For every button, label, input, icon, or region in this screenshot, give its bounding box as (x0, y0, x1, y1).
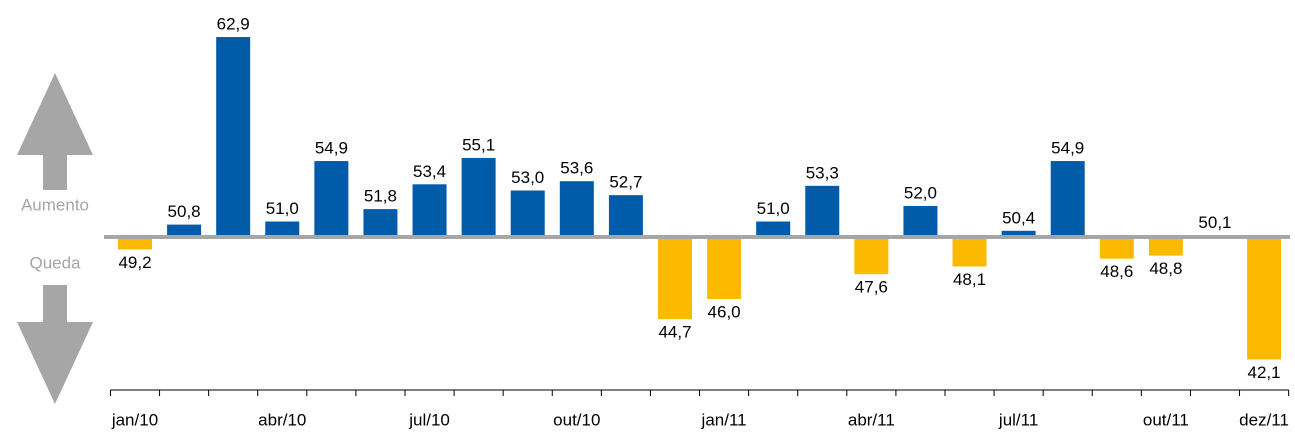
bar (559, 181, 594, 237)
bar (707, 237, 742, 299)
bar (461, 157, 496, 237)
value-label: 42,1 (1248, 363, 1281, 382)
value-label: 48,1 (953, 270, 986, 289)
bar (510, 190, 545, 237)
value-label: 47,6 (855, 278, 888, 297)
x-tick-label: abr/10 (258, 410, 306, 429)
value-label: 52,0 (904, 183, 937, 202)
x-tick-label: abr/11 (848, 410, 895, 429)
x-tick-label: jul/10 (408, 410, 450, 429)
down-arrow (17, 285, 93, 404)
value-label: 54,9 (1051, 139, 1084, 158)
annotation: Queda (29, 253, 81, 272)
bar (903, 206, 938, 237)
bar (412, 184, 447, 237)
annotation: Aumento (21, 195, 89, 214)
x-tick-label: dez/11 (1239, 410, 1289, 429)
value-label: 54,9 (315, 139, 348, 158)
bar (314, 161, 349, 237)
value-label: 51,0 (757, 199, 790, 218)
bar (265, 221, 300, 237)
x-tick-label: out/11 (1143, 410, 1189, 429)
bar (854, 237, 889, 275)
bar (1001, 230, 1036, 237)
bar (118, 237, 152, 250)
value-label: 53,0 (511, 168, 544, 187)
value-label: 51,8 (364, 187, 397, 206)
bar (657, 237, 692, 320)
value-label: 62,9 (217, 15, 250, 34)
bar (1050, 161, 1085, 237)
up-arrow (17, 73, 93, 190)
bar (1247, 237, 1282, 360)
value-label: 48,6 (1100, 262, 1133, 281)
value-label: 44,7 (658, 323, 691, 342)
bar (756, 221, 791, 237)
bar (1148, 237, 1183, 256)
x-tick-label: out/10 (553, 410, 600, 429)
bar (1099, 237, 1134, 259)
value-label: 53,3 (806, 163, 839, 182)
value-label: 50,4 (1002, 208, 1035, 227)
value-label: 55,1 (462, 135, 495, 154)
bar (216, 37, 251, 237)
value-label: 50,8 (168, 202, 201, 221)
bar (805, 185, 840, 237)
value-label: 46,0 (708, 302, 741, 321)
bar (167, 224, 202, 237)
bar (608, 195, 643, 237)
value-label: 52,7 (609, 173, 642, 192)
value-label: 50,1 (1198, 213, 1231, 232)
value-label: 48,8 (1149, 259, 1182, 278)
bar (363, 209, 398, 237)
value-label: 53,4 (413, 162, 446, 181)
value-label: 51,0 (266, 199, 299, 218)
x-tick-label: jan/11 (701, 410, 747, 429)
x-tick-label: jan/10 (111, 410, 158, 429)
value-label: 49,2 (118, 253, 151, 272)
x-tick-label: jul/11 (998, 410, 1038, 429)
value-label: 53,6 (560, 159, 593, 178)
bar (952, 237, 987, 267)
